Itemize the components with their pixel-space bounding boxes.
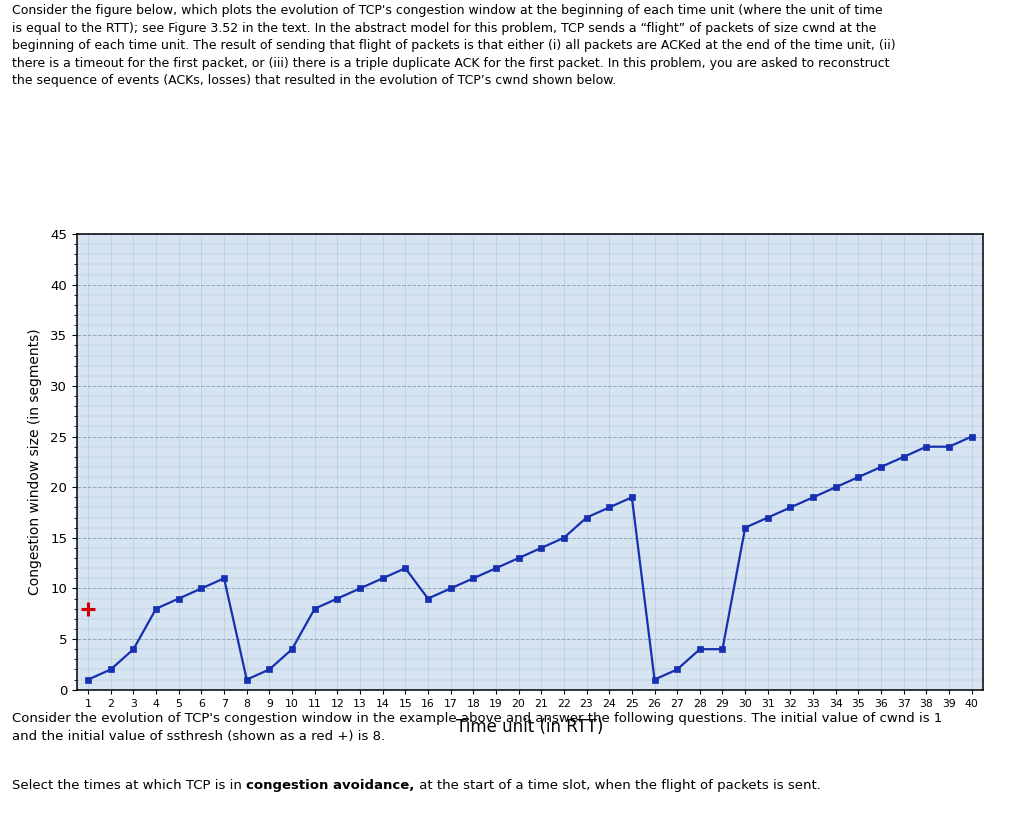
- Text: Select the times at which TCP is in: Select the times at which TCP is in: [12, 779, 247, 793]
- Y-axis label: Congestion window size (in segments): Congestion window size (in segments): [28, 329, 42, 595]
- Text: Consider the figure below, which plots the evolution of TCP's congestion window : Consider the figure below, which plots t…: [12, 4, 896, 87]
- Text: congestion avoidance,: congestion avoidance,: [247, 779, 415, 793]
- Text: Consider the evolution of TCP's congestion window in the example above and answe: Consider the evolution of TCP's congesti…: [12, 712, 943, 743]
- X-axis label: Time unit (in RTT): Time unit (in RTT): [457, 718, 603, 737]
- Text: at the start of a time slot, when the flight of packets is sent.: at the start of a time slot, when the fl…: [415, 779, 820, 793]
